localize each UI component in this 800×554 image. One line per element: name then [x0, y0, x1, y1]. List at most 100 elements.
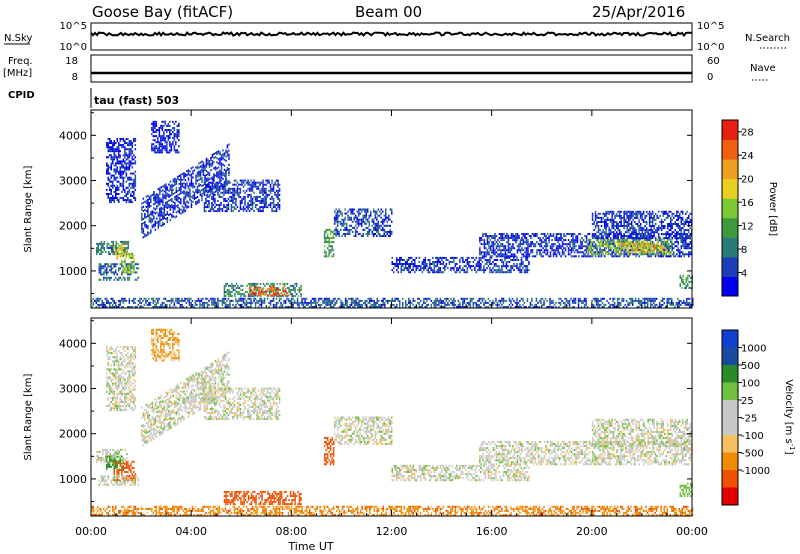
power-cell	[377, 226, 379, 229]
power-cell	[605, 233, 607, 235]
power-cell	[119, 303, 121, 306]
power-cell	[618, 214, 621, 217]
power-cell	[581, 241, 583, 244]
power-cell	[107, 299, 109, 302]
power-cell	[618, 221, 621, 223]
power-cell	[627, 250, 629, 253]
power-cell	[521, 237, 523, 239]
power-cell	[554, 243, 556, 246]
power-cell	[671, 242, 673, 245]
power-cell	[453, 267, 455, 270]
power-cell	[202, 188, 205, 191]
power-cell	[608, 243, 610, 246]
power-cell	[560, 245, 562, 248]
power-cell	[391, 256, 393, 259]
power-cell	[487, 265, 490, 268]
power-cell	[650, 231, 652, 234]
power-cell	[650, 212, 652, 215]
power-cell	[145, 201, 148, 204]
power-cell	[107, 176, 109, 179]
power-cell	[501, 233, 504, 235]
power-cell	[641, 237, 643, 240]
power-cell	[115, 170, 117, 173]
power-cell	[153, 225, 155, 228]
power-cell	[609, 247, 611, 249]
power-cell	[637, 244, 640, 247]
power-cell	[211, 195, 213, 198]
power-cell	[251, 197, 254, 200]
power-cell	[124, 156, 126, 159]
power-cell	[157, 301, 159, 304]
power-cell	[222, 155, 224, 158]
power-cell	[193, 185, 196, 188]
power-cell	[164, 122, 167, 125]
power-cell	[128, 254, 131, 257]
power-cell	[679, 237, 681, 240]
power-cell	[656, 231, 658, 234]
power-cell	[612, 218, 615, 221]
power-cell	[225, 155, 227, 158]
power-cell	[151, 297, 153, 300]
power-cell	[689, 237, 691, 240]
power-cell	[345, 212, 348, 215]
power-cell	[218, 206, 221, 209]
power-cell	[174, 183, 176, 186]
power-cell	[291, 284, 293, 287]
power-cell	[187, 185, 190, 188]
power-cell	[646, 242, 649, 245]
power-cell	[537, 243, 540, 246]
power-cell	[262, 181, 264, 184]
power-cell	[609, 221, 612, 223]
power-cell	[118, 160, 120, 163]
power-cell	[165, 183, 167, 186]
power-cell	[592, 247, 595, 249]
power-cell	[524, 251, 526, 254]
power-cell	[147, 209, 149, 211]
power-cell	[525, 237, 528, 239]
power-cell	[614, 237, 616, 240]
power-cell	[216, 171, 218, 174]
power-cell	[226, 166, 229, 169]
power-cell	[426, 269, 428, 272]
power-cell	[604, 251, 607, 253]
power-cell	[549, 235, 552, 237]
power-cell	[190, 201, 193, 204]
power-cell	[597, 216, 600, 219]
power-cell	[242, 179, 245, 182]
power-cell	[115, 253, 117, 256]
power-cell	[575, 245, 577, 248]
power-cell	[145, 195, 148, 198]
power-cell	[328, 255, 330, 258]
power-cell	[112, 249, 114, 251]
power-cell	[347, 228, 349, 231]
power-cell	[524, 235, 526, 237]
power-cell	[563, 239, 565, 242]
power-cell	[271, 294, 273, 297]
power-cell	[636, 216, 639, 219]
power-cell	[124, 267, 126, 270]
power-cell	[127, 244, 130, 247]
power-cell	[688, 253, 690, 256]
power-cell	[245, 206, 248, 209]
power-cell	[195, 201, 197, 203]
power-cell	[540, 255, 543, 258]
power-cell	[491, 249, 493, 252]
power-cell	[115, 162, 117, 165]
power-cell	[222, 163, 224, 166]
power-cell	[618, 216, 621, 219]
power-cell	[154, 306, 156, 308]
power-cell	[250, 200, 252, 202]
power-cell	[214, 200, 216, 202]
power-cell	[144, 208, 146, 211]
power-cell	[235, 183, 237, 186]
power-cell	[113, 148, 115, 151]
power-cell	[272, 183, 275, 186]
power-cell	[171, 187, 173, 190]
power-cell	[647, 255, 649, 258]
power-cell	[226, 168, 229, 171]
power-cell	[203, 181, 206, 184]
power-cell	[432, 256, 434, 259]
power-cell	[521, 239, 523, 242]
power-cell	[216, 173, 218, 176]
power-cell	[351, 230, 354, 233]
